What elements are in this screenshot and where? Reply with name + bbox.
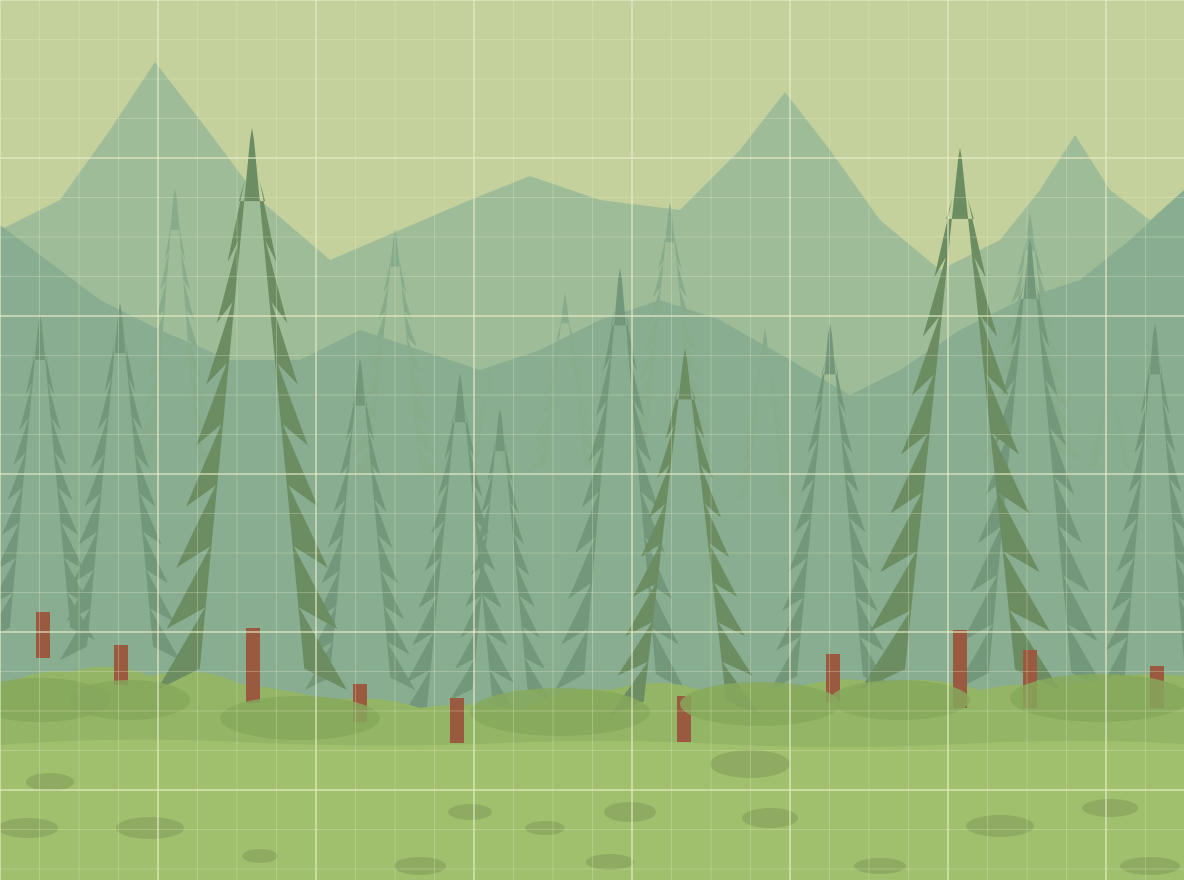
ground-spot bbox=[966, 815, 1034, 837]
pine-tree bbox=[60, 303, 180, 660]
tree-canopy bbox=[1085, 378, 1135, 470]
bush bbox=[1010, 674, 1184, 722]
tree-canopy bbox=[625, 203, 715, 460]
pine-tree bbox=[860, 148, 1060, 690]
pine-tree bbox=[1085, 378, 1135, 470]
ground-spot bbox=[448, 804, 492, 820]
bush bbox=[220, 696, 380, 740]
bush bbox=[470, 688, 650, 736]
bush bbox=[830, 680, 970, 720]
pine-tree bbox=[955, 238, 1105, 690]
tree-canopy bbox=[305, 358, 415, 690]
ground-spot bbox=[710, 750, 790, 778]
ground-spot bbox=[604, 802, 656, 822]
tree-canopy bbox=[60, 303, 180, 660]
tree-trunk bbox=[826, 654, 840, 702]
tree-trunk bbox=[246, 628, 260, 703]
tree-canopy bbox=[350, 228, 440, 480]
pine-tree bbox=[157, 128, 347, 690]
bush bbox=[70, 680, 190, 720]
tree-trunk bbox=[36, 612, 50, 658]
pine-tree bbox=[610, 348, 760, 715]
tree-canopy bbox=[610, 348, 760, 715]
ground-spot bbox=[586, 854, 634, 870]
bush bbox=[680, 682, 840, 726]
pine-tree bbox=[530, 293, 600, 470]
tree-trunk bbox=[450, 698, 464, 743]
pine-tree bbox=[735, 328, 795, 500]
ground-spot bbox=[742, 808, 798, 828]
ground-spot bbox=[242, 849, 278, 863]
pine-tree bbox=[350, 228, 440, 480]
ground-spot bbox=[1082, 799, 1138, 817]
tree-trunk bbox=[114, 645, 128, 685]
ground-spot bbox=[1120, 857, 1180, 875]
tree-canopy bbox=[735, 328, 795, 500]
ground-spot bbox=[854, 858, 906, 874]
ground-spot bbox=[116, 817, 184, 839]
ground bbox=[0, 739, 1184, 880]
tree-canopy bbox=[1100, 323, 1184, 690]
tree-canopy bbox=[530, 293, 600, 470]
tree-canopy bbox=[770, 323, 890, 690]
pine-tree bbox=[305, 358, 415, 690]
tree-canopy bbox=[980, 213, 1080, 460]
ground-spots bbox=[0, 750, 1180, 875]
near-tree-layer bbox=[0, 128, 1184, 743]
pine-tree bbox=[135, 188, 215, 470]
tree-canopy bbox=[135, 188, 215, 470]
tree-canopy bbox=[157, 128, 347, 690]
pine-tree bbox=[1100, 323, 1184, 690]
tree-canopy bbox=[955, 238, 1105, 690]
tree-canopy bbox=[860, 148, 1060, 690]
pine-tree bbox=[980, 213, 1080, 460]
ground-spot bbox=[0, 818, 58, 838]
tree-canopy bbox=[400, 373, 520, 720]
pine-tree bbox=[0, 313, 95, 640]
tree-canopy bbox=[0, 313, 95, 640]
pine-tree bbox=[770, 323, 890, 690]
ground-spot bbox=[525, 821, 565, 835]
pine-tree bbox=[400, 373, 520, 720]
ground-spot bbox=[26, 773, 74, 791]
pine-tree bbox=[625, 203, 715, 460]
ground-spot bbox=[394, 857, 446, 875]
